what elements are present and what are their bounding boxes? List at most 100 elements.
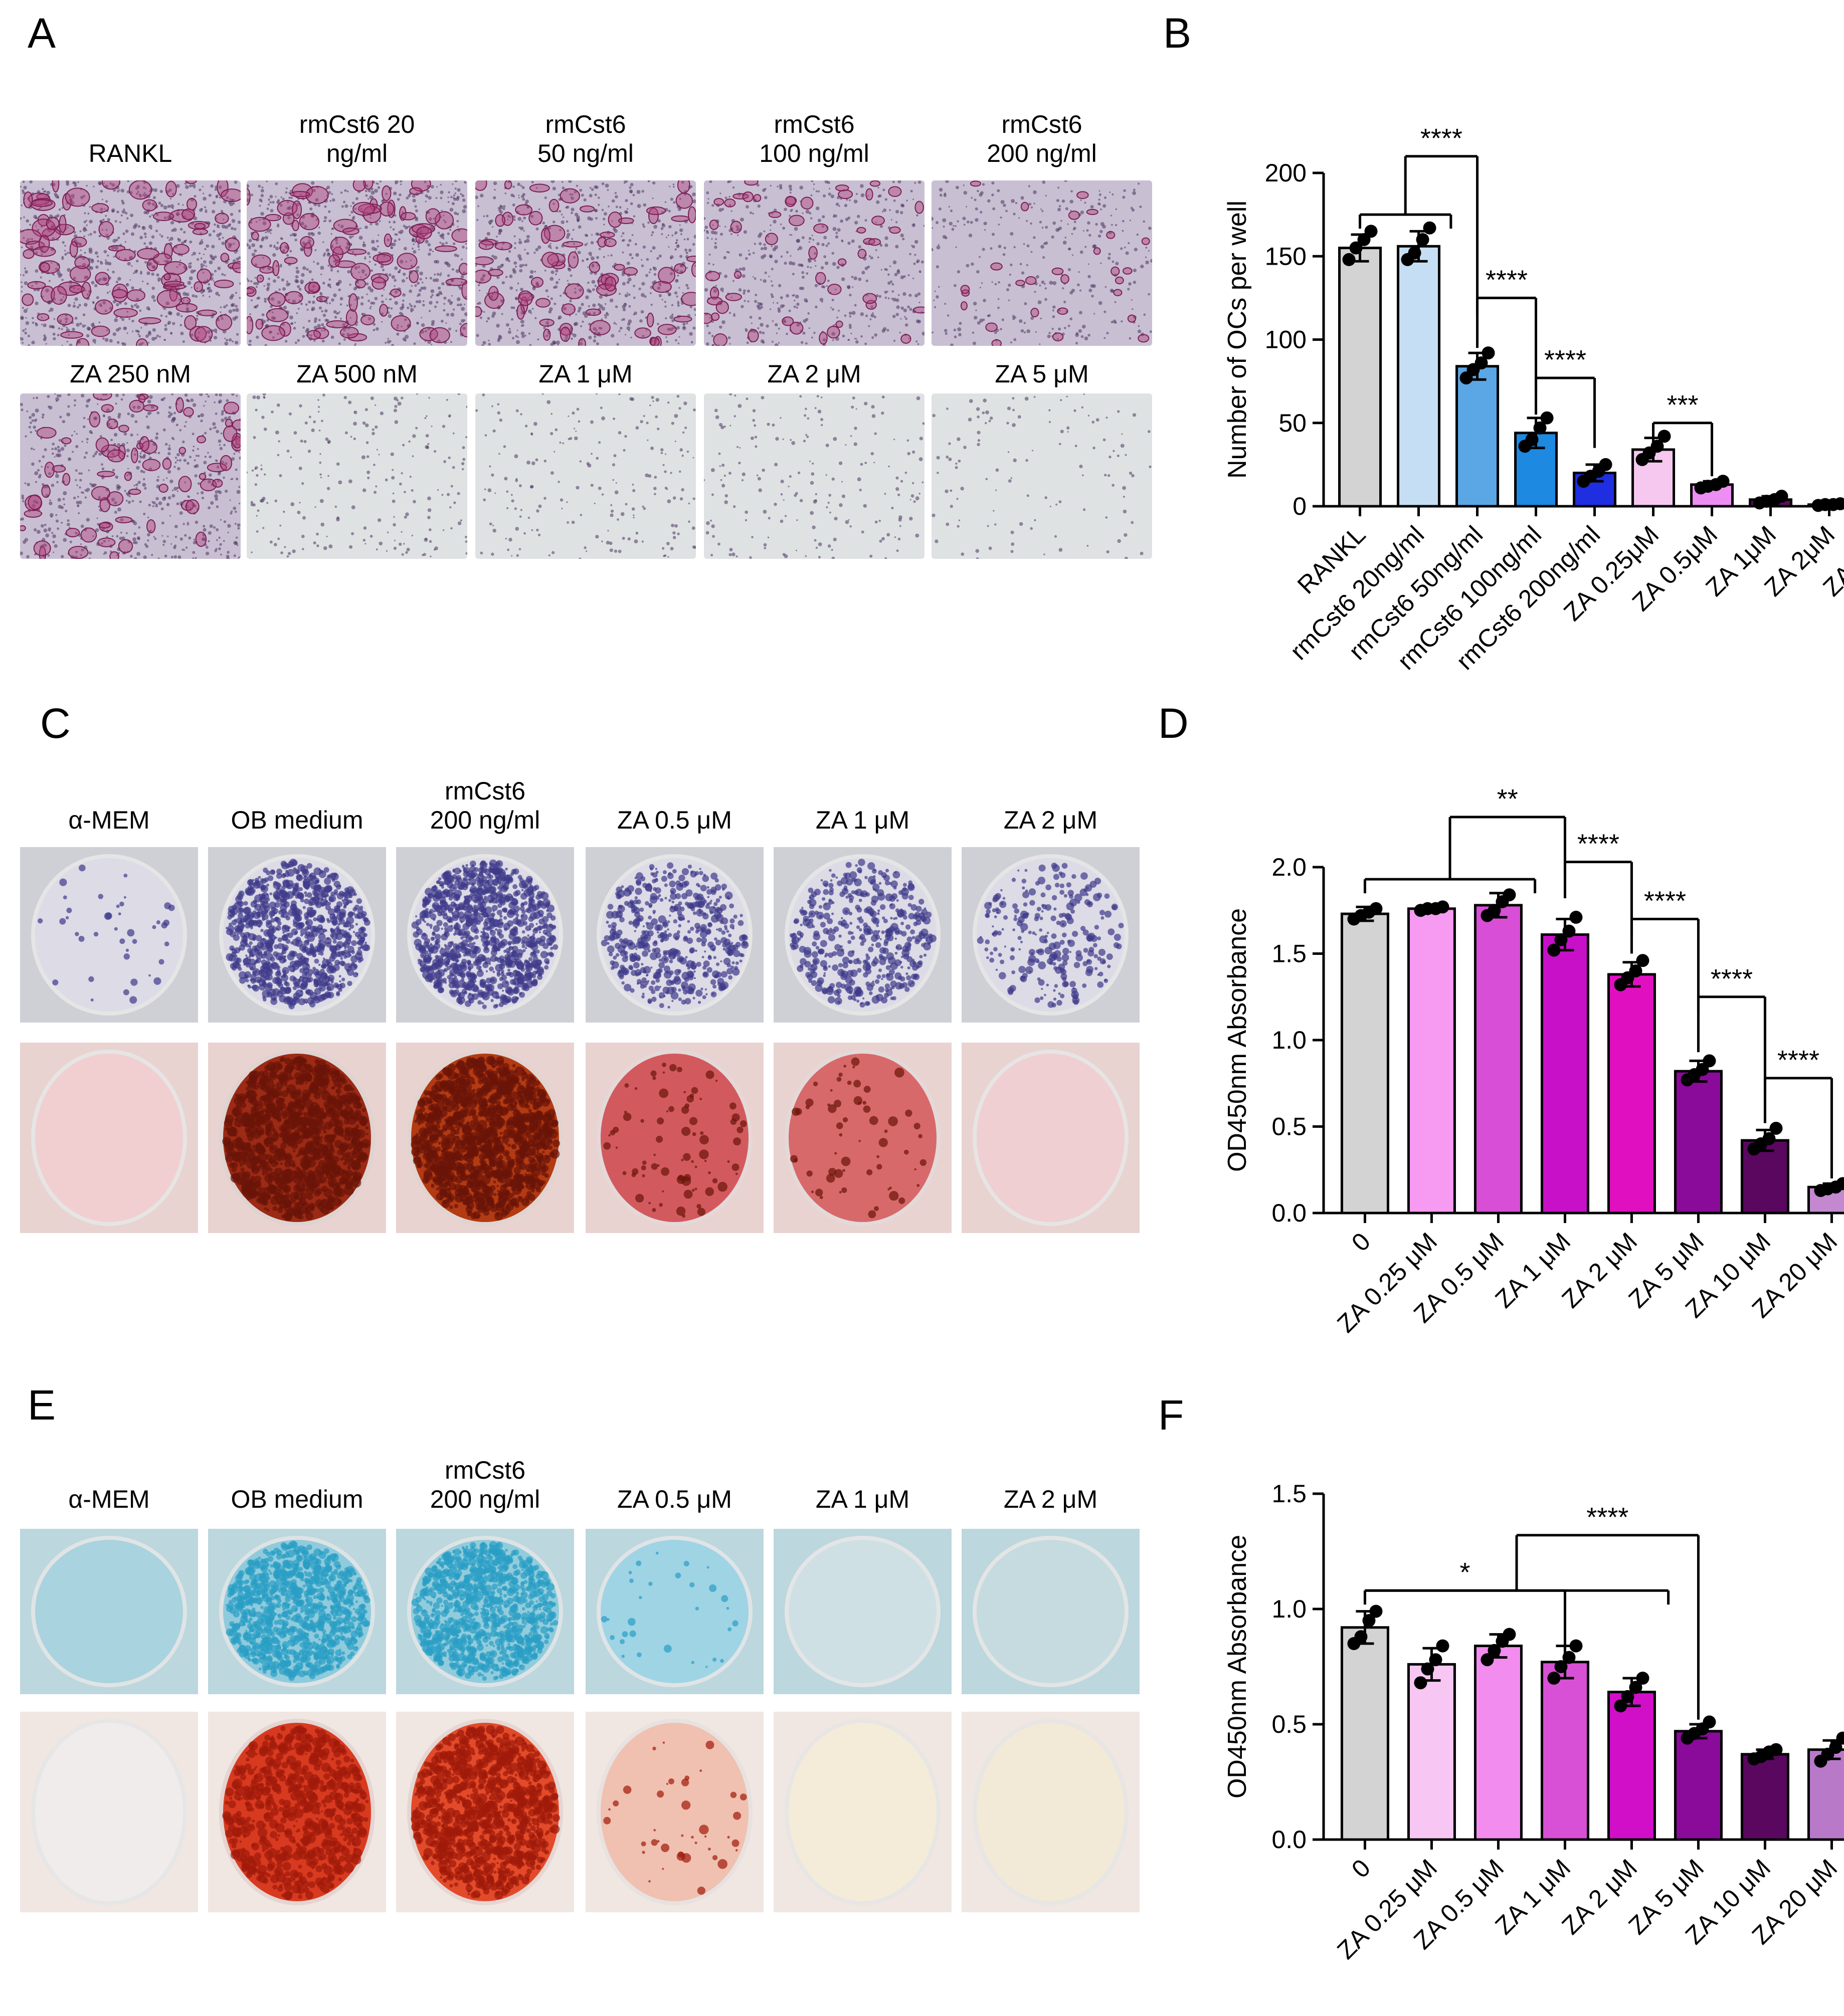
rankl-micrograph [20,180,241,346]
alp-stained-well [208,847,386,1023]
micrograph-caption-row1: RANKL [88,139,172,167]
bar [1740,1753,1789,1841]
data-point [1769,1743,1783,1756]
bar [1340,1626,1389,1841]
significance-label: **** [1577,829,1619,859]
data-point [1621,1690,1634,1703]
panel-letter-b: B [1163,10,1192,57]
y-tick-label: 150 [1265,242,1307,270]
data-point [1369,902,1383,915]
data-point [1833,497,1844,511]
data-point [1503,1628,1516,1641]
significance-label: **** [1586,1502,1628,1532]
data-point [1775,490,1788,503]
y-tick-label: 0.5 [1271,1113,1307,1141]
bar [1407,1663,1456,1841]
data-point [1836,1731,1844,1745]
data-point [1540,411,1554,425]
alizarin-red-well [586,1712,764,1912]
data-point [1696,1063,1709,1076]
data-point [1503,888,1516,902]
alp-stained-well [20,847,198,1023]
y-tick-label: 100 [1265,326,1307,354]
za-micrograph [20,393,241,559]
data-point [1769,1121,1783,1135]
y-tick-label: 50 [1278,409,1307,437]
significance-label: * [1459,1557,1470,1587]
bar [1397,245,1441,508]
data-point [1636,1672,1649,1685]
data-point [1614,1699,1627,1713]
well-caption: ZA 1 μM [815,1485,910,1513]
y-tick-label: 2.0 [1271,853,1307,881]
panel-letter-f: F [1158,1391,1184,1439]
y-tick-label: 0 [1293,492,1307,520]
alcian-blue-well [20,1529,198,1694]
rankl-micrograph [475,180,696,346]
significance-label: **** [1420,123,1462,153]
alizarin-stained-well [396,1043,574,1233]
y-tick-label: 0.0 [1271,1199,1307,1227]
significance-label: **** [1486,265,1528,295]
bar [1607,973,1656,1215]
well-caption: α-MEM [68,806,150,834]
well-caption: OB medium [231,806,363,834]
well-caption: ZA 0.5 μM [617,1485,732,1513]
data-point [1716,475,1730,488]
significance-label: **** [1544,345,1586,375]
bar [1607,1691,1656,1841]
significance-label: ** [1497,784,1518,814]
data-point [1829,1741,1842,1754]
well-caption: ZA 1 μM [815,806,910,834]
micrograph-caption-row1: rmCst6 200 ng/ml [987,110,1097,167]
y-axis-title: Number of OCs per well [1223,200,1252,479]
alcian-blue-well [962,1529,1140,1694]
y-tick-label: 1.5 [1271,1480,1307,1508]
micrograph-caption-row2: ZA 2 μM [767,360,861,388]
y-tick-label: 1.5 [1271,940,1307,968]
significance-label: *** [1667,390,1699,420]
alizarin-stained-well [208,1043,386,1233]
data-point [1482,346,1495,360]
panel-letter-e: E [28,1381,56,1429]
data-point [1362,1614,1376,1627]
data-point [1629,964,1642,977]
data-point [1636,954,1649,967]
bar [1674,1730,1723,1841]
alizarin-stained-well [962,1043,1140,1233]
panel-letter-d: D [1158,700,1189,747]
data-point [1364,225,1378,238]
data-point [1436,1639,1449,1653]
za-micrograph [475,393,696,559]
panel-letter-c: C [40,700,71,747]
alp-stained-well [586,847,764,1023]
y-tick-label: 0.0 [1271,1826,1307,1854]
alp-stained-well [396,847,574,1023]
alcian-blue-well [586,1529,764,1694]
alp-stained-well [774,847,952,1023]
well-caption: ZA 0.5 μM [617,806,732,834]
data-point [1703,1054,1716,1068]
bar [1407,907,1456,1215]
data-point [1554,933,1568,946]
alcian-blue-well [396,1529,574,1694]
data-point [1369,1604,1383,1618]
micrograph-caption-row2: ZA 5 μM [995,360,1089,388]
alizarin-red-well [20,1712,198,1912]
alizarin-red-well [396,1712,574,1912]
data-point [1569,1639,1583,1653]
y-tick-label: 200 [1265,159,1307,187]
data-point [1474,356,1488,370]
rankl-micrograph [704,180,925,346]
significance-label: **** [1777,1045,1819,1075]
alcian-blue-well [208,1529,386,1694]
y-tick-label: 1.0 [1271,1026,1307,1054]
y-axis-title: OD450nm Absorbance [1223,908,1252,1172]
data-point [1414,1676,1427,1690]
alizarin-red-well [774,1712,952,1912]
significance-label: **** [1711,964,1753,994]
za-micrograph [247,393,467,559]
